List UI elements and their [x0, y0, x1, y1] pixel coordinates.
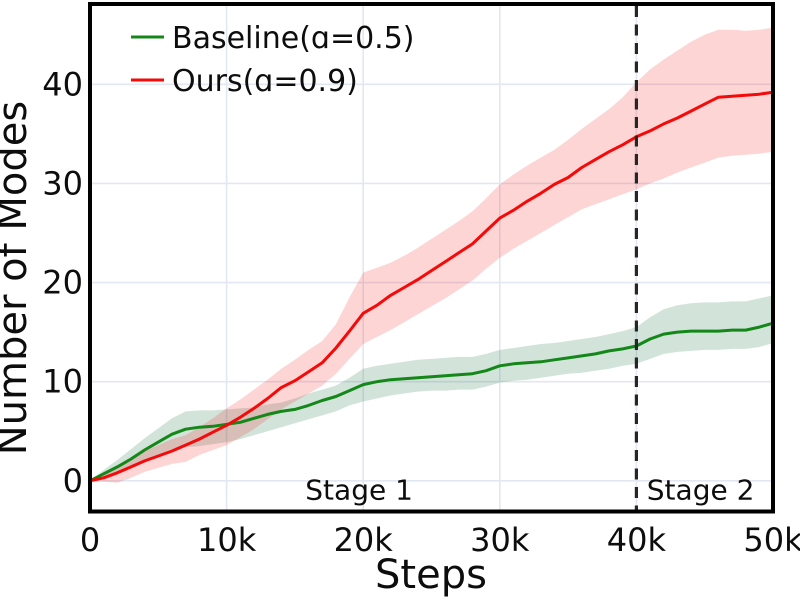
confidence-band-layer [90, 27, 773, 483]
y-tick-label: 40 [42, 65, 83, 103]
x-axis-tick-labels: 0 10k 20k 30k 40k 50k [80, 521, 800, 559]
x-tick-label: 20k [334, 521, 394, 559]
x-tick-label: 10k [197, 521, 257, 559]
stage1-label: Stage 1 [305, 474, 413, 507]
y-tick-label: 0 [63, 462, 83, 500]
stage2-label: Stage 2 [647, 474, 755, 507]
confidence-band-ours [90, 27, 773, 483]
series-line-baseline [88, 321, 775, 483]
x-tick-label: 30k [470, 521, 530, 559]
y-tick-label: 20 [42, 264, 83, 302]
y-tick-label: 30 [42, 164, 83, 202]
y-axis-title: Number of Modes [0, 101, 36, 456]
series-line-layer [88, 90, 775, 483]
x-tick-label: 0 [80, 521, 100, 559]
legend: Baseline(ɑ=0.5) Ours(ɑ=0.9) [131, 21, 415, 99]
plot-frame [88, 2, 775, 514]
annotation-layer: Stage 1 Stage 2 [305, 6, 754, 510]
series-line-ours [88, 90, 775, 483]
x-tick-label: 50k [743, 521, 800, 559]
x-tick-label: 40k [607, 521, 667, 559]
x-axis-title: Steps [375, 552, 487, 598]
legend-label-ours: Ours(ɑ=0.9) [172, 64, 358, 99]
y-tick-label: 10 [42, 363, 83, 401]
confidence-band-baseline [90, 295, 773, 481]
y-axis-tick-labels: 0 10 20 30 40 [42, 65, 83, 500]
legend-label-baseline: Baseline(ɑ=0.5) [172, 21, 415, 56]
